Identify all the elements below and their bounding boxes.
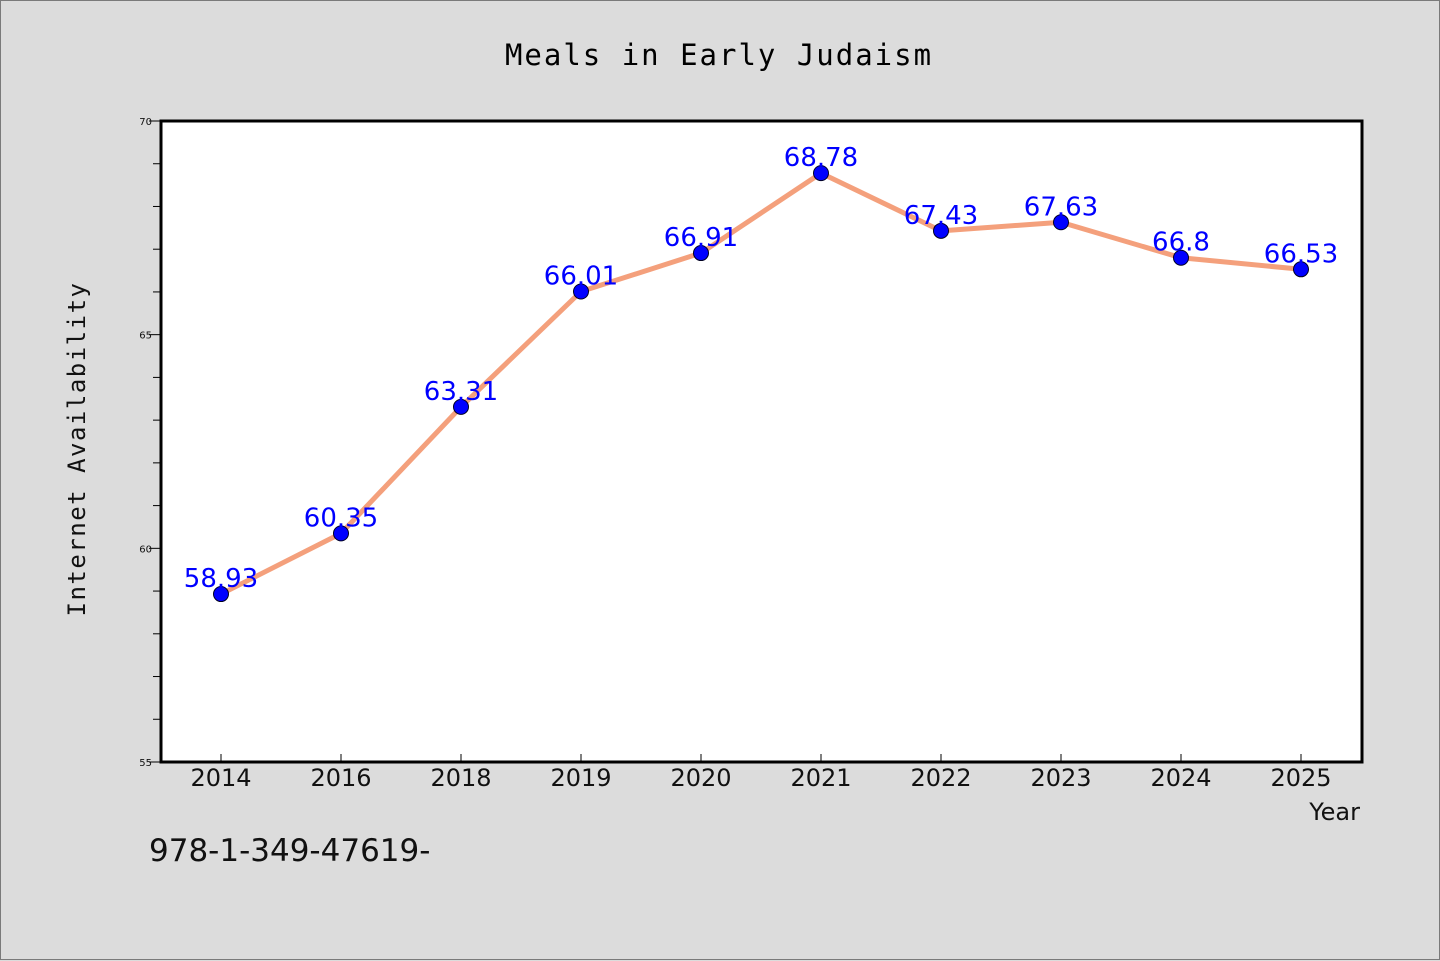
y-axis-label: Internet Availability: [63, 282, 91, 617]
x-axis: 2014 2016 2018 2019 2020 2021 2022 2023 2024 2025: [190, 754, 1332, 792]
data-label: 60.35: [304, 503, 378, 533]
data-point: [213, 586, 229, 603]
x-tick-label: 2022: [910, 764, 971, 792]
data-point: [453, 398, 469, 415]
plot-border: [159, 119, 1364, 764]
data-point: [573, 283, 589, 300]
data-label: 66.53: [1264, 239, 1338, 269]
data-label: 58.93: [184, 564, 258, 594]
x-tick-label: 2025: [1270, 764, 1331, 792]
x-tick-label: 2016: [310, 764, 371, 792]
data-label: 66.01: [544, 262, 618, 292]
data-point: [693, 245, 709, 262]
y-tick-label: 70: [139, 117, 152, 128]
y-tick-label: 65: [139, 331, 152, 342]
data-label: 63.31: [424, 377, 498, 407]
data-label: 66.91: [664, 223, 738, 253]
series-line-group: [218, 170, 1304, 597]
y-tick-label: 60: [139, 544, 152, 555]
data-point: [1293, 261, 1309, 278]
markers-group: [213, 165, 1309, 603]
x-tick-label: 2018: [430, 764, 491, 792]
x-tick-label: 2021: [790, 764, 851, 792]
series-line: [218, 170, 1304, 597]
data-label: 68.78: [784, 143, 858, 173]
x-tick-label: 2019: [550, 764, 611, 792]
data-label: 67.43: [904, 201, 978, 231]
y-tick-label: 55: [139, 758, 152, 769]
data-point: [813, 165, 829, 182]
data-point: [333, 525, 349, 542]
chart-title: Meals in Early Judaism: [505, 38, 933, 72]
y-axis: 55 60 65 70: [139, 117, 161, 769]
data-point: [1173, 249, 1189, 266]
footnote-text: 978-1-349-47619-: [149, 833, 431, 869]
x-tick-label: 2024: [1150, 764, 1211, 792]
x-tick-label: 2014: [190, 764, 251, 792]
plot-area: [161, 121, 1362, 762]
data-label: 67.63: [1024, 192, 1098, 222]
data-point: [933, 222, 949, 239]
data-point: [1053, 214, 1069, 231]
data-labels-group: 58.93 60.35 63.31 66.01 66.91 68.78 67.43 67.63…: [184, 143, 1338, 594]
x-tick-label: 2020: [670, 764, 731, 792]
x-tick-label: 2023: [1030, 764, 1091, 792]
data-label: 66.8: [1152, 228, 1210, 258]
x-axis-label: Year: [1308, 798, 1360, 826]
